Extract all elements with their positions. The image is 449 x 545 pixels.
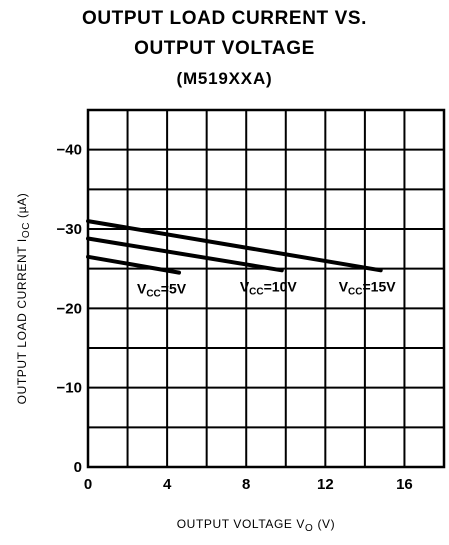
y-tick-label: −10 xyxy=(57,380,82,397)
y-tick-label: −20 xyxy=(57,300,82,317)
x-axis-label-sub: O xyxy=(305,523,313,534)
series-line-3 xyxy=(86,219,383,273)
y-axis-label-main: OUTPUT LOAD CURRENT I xyxy=(15,238,29,404)
chart-title-line2: OUTPUT VOLTAGE xyxy=(134,38,315,59)
y-axis-label-sub: OC xyxy=(21,222,32,238)
y-tick-label: −40 xyxy=(57,142,82,159)
series-label-2: VCC=10V xyxy=(240,278,298,297)
x-axis-label-unit: (V) xyxy=(317,517,335,531)
x-tick-label: 12 xyxy=(317,476,334,493)
y-tick-label: −30 xyxy=(57,221,82,238)
chart-subtitle: (M519XXA) xyxy=(176,69,273,88)
x-axis-label-main: OUTPUT VOLTAGE V xyxy=(177,517,305,531)
curves xyxy=(86,219,383,275)
tick-labels: 0 4 8 12 16 0 −10 −20 −30 −40 xyxy=(57,142,413,493)
series-label-3: VCC=15V xyxy=(339,278,397,297)
y-axis-label: OUTPUT LOAD CURRENT IOC (µA) xyxy=(15,193,32,405)
series-line-2 xyxy=(86,236,284,273)
curve-annotations: VCC=5V VCC=10V VCC=15V xyxy=(137,278,396,299)
x-axis-label: OUTPUT VOLTAGE VO (V) xyxy=(177,517,335,534)
series-label-1: VCC=5V xyxy=(137,281,187,300)
plot-frame xyxy=(86,108,446,469)
y-tick-label: 0 xyxy=(74,459,82,476)
x-tick-label: 0 xyxy=(84,476,92,493)
chart-title: OUTPUT LOAD CURRENT VS. xyxy=(81,8,368,29)
x-tick-label: 4 xyxy=(163,476,172,493)
y-axis-label-unit: (µA) xyxy=(15,193,29,218)
series-line-1 xyxy=(86,254,181,275)
x-tick-label: 8 xyxy=(242,476,250,493)
x-tick-label: 16 xyxy=(396,476,413,493)
